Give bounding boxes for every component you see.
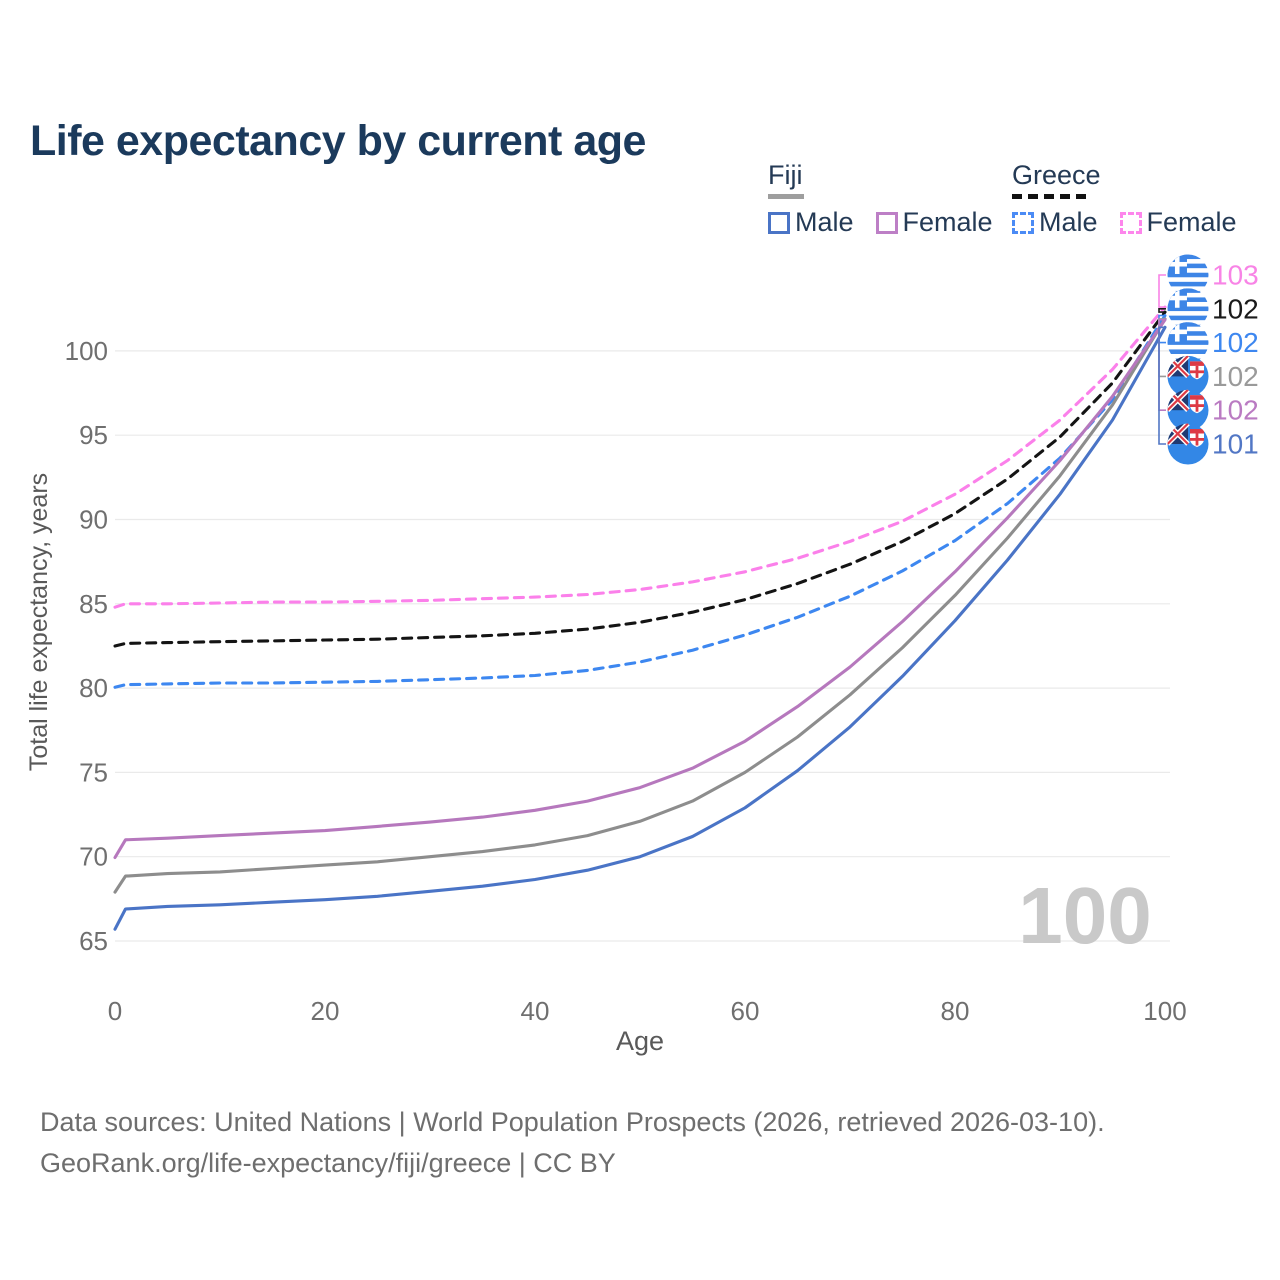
end-value-label-greece-total: 102 [1212, 293, 1259, 324]
legend-country-greece[interactable]: Greece [1012, 160, 1101, 190]
legend-item-greece-female[interactable]: Female [1146, 207, 1237, 237]
end-value-label-greece-female: 103 [1212, 260, 1259, 291]
end-label-connector [1158, 274, 1166, 308]
fiji-male-swatch-icon[interactable] [768, 211, 790, 234]
page-title: Life expectancy by current age [30, 116, 646, 165]
legend-item-fiji-female[interactable]: Female [902, 207, 993, 237]
legend-item-fiji-male[interactable]: Male [795, 207, 854, 237]
legend-country-fiji[interactable]: Fiji [768, 160, 803, 190]
legend-item-greece-male[interactable]: Male [1039, 207, 1098, 237]
legend-group-fiji: Fiji Male Female [768, 160, 1015, 238]
end-label-connector [1158, 326, 1166, 445]
chart-legend: Fiji Male Female Greece Male Female [0, 160, 1280, 240]
y-axis-title: Total life expectancy, years [25, 473, 53, 771]
legend-group-greece: Greece Male Female [1012, 160, 1259, 238]
x-tick-label: 0 [108, 996, 122, 1026]
y-tick-label: 90 [79, 505, 108, 535]
data-source-note: Data sources: United Nations | World Pop… [40, 1102, 1105, 1184]
age-watermark: 100 [1018, 871, 1151, 960]
x-tick-label: 100 [1143, 996, 1186, 1026]
fiji-female-swatch-icon[interactable] [875, 211, 898, 234]
attribution-line: GeoRank.org/life-expectancy/fiji/greece … [40, 1148, 616, 1178]
series-line-greece-total[interactable] [113, 310, 1167, 648]
fiji-flag-icon [1167, 423, 1209, 465]
end-value-label-fiji-male: 101 [1212, 429, 1259, 460]
y-tick-label: 95 [79, 420, 108, 450]
greece-female-swatch-icon[interactable] [1119, 211, 1142, 234]
x-tick-label: 60 [731, 996, 760, 1026]
end-value-label-greece-male: 102 [1212, 327, 1259, 358]
fiji-line-style-sample [768, 194, 804, 199]
greece-line-style-sample [1012, 194, 1092, 199]
y-tick-label: 100 [65, 336, 108, 366]
end-value-label-fiji-female: 102 [1212, 395, 1259, 426]
source-line: Data sources: United Nations | World Pop… [40, 1107, 1105, 1137]
series-line-fiji-male[interactable] [113, 325, 1167, 931]
greece-male-swatch-icon[interactable] [1012, 211, 1034, 234]
y-tick-label: 85 [79, 589, 108, 619]
series-line-fiji-total[interactable] [113, 317, 1167, 894]
series-line-greece-female[interactable] [113, 305, 1167, 609]
y-tick-label: 75 [79, 757, 108, 787]
x-tick-label: 80 [941, 996, 970, 1026]
end-value-label-fiji-total: 102 [1212, 361, 1259, 392]
x-axis-title: Age [616, 1026, 664, 1056]
x-tick-label: 20 [311, 996, 340, 1026]
fiji-flag-icon [1167, 389, 1209, 431]
life-expectancy-chart[interactable]: 65 70 75 80 85 90 95 100 0 20 40 60 80 100 Age Total li… [0, 250, 1280, 1060]
x-tick-label: 40 [521, 996, 550, 1026]
y-tick-label: 80 [79, 673, 108, 703]
y-tick-label: 70 [79, 842, 108, 872]
series-line-greece-male[interactable] [113, 313, 1167, 689]
y-tick-label: 65 [79, 926, 108, 956]
end-label-connector [1158, 308, 1166, 313]
series-line-fiji-female[interactable] [113, 318, 1167, 860]
